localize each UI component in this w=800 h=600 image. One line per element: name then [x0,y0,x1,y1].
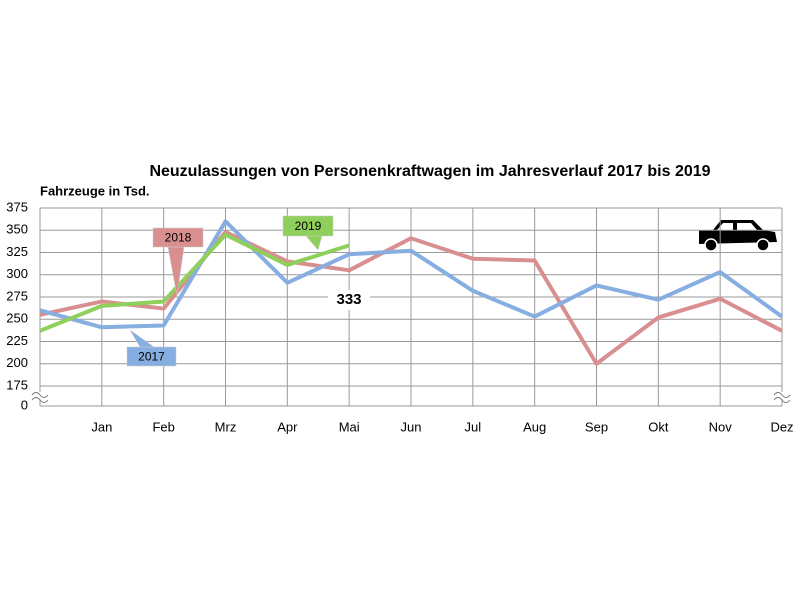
axis-break [773,397,791,403]
y-tick-label: 200 [6,355,28,370]
x-tick-label: Okt [648,419,669,434]
x-tick-label: Jan [91,419,112,434]
legend-label: 2017 [138,350,165,364]
y-tick-label: 275 [6,288,28,303]
x-tick-label: Nov [709,419,733,434]
legend-label: 2018 [165,231,192,245]
axis-break [773,392,791,398]
y-tick-label: 350 [6,222,28,237]
annotation: 333 [336,291,361,308]
chart-title: Neuzulassungen von Personenkraftwagen im… [149,163,710,180]
legend-pointer [129,329,155,348]
axis-break [31,397,49,403]
legend-box [282,215,334,237]
x-tick-label: Feb [152,419,174,434]
x-tick-label: Dez [770,419,793,434]
y-tick-label: 250 [6,311,28,326]
car-icon [699,220,777,252]
series-line [39,219,784,330]
x-tick-label: Aug [523,419,546,434]
y-tick-label: 300 [6,266,28,281]
y-axis-label: Fahrzeuge in Tsd. [40,183,150,198]
legend-box [152,227,204,248]
annotation-bg [328,290,370,310]
y-tick-label: 375 [6,199,28,214]
x-tick-label: Sep [585,419,608,434]
series-line [39,230,783,366]
legend-pointer [305,235,323,251]
x-tick-label: Mai [339,419,360,434]
x-tick-label: Jun [401,419,422,434]
y-tick-label: 325 [6,244,28,259]
x-tick-label: Jul [465,419,482,434]
legend-box [126,346,177,367]
y-tick-label: 0 [21,397,28,412]
series-line [39,232,350,333]
y-tick-label: 225 [6,333,28,348]
x-tick-label: Apr [277,419,298,434]
legend-label: 2019 [295,219,322,233]
y-tick-label: 175 [6,377,28,392]
axis-break [31,392,49,398]
x-tick-label: Mrz [215,419,237,434]
